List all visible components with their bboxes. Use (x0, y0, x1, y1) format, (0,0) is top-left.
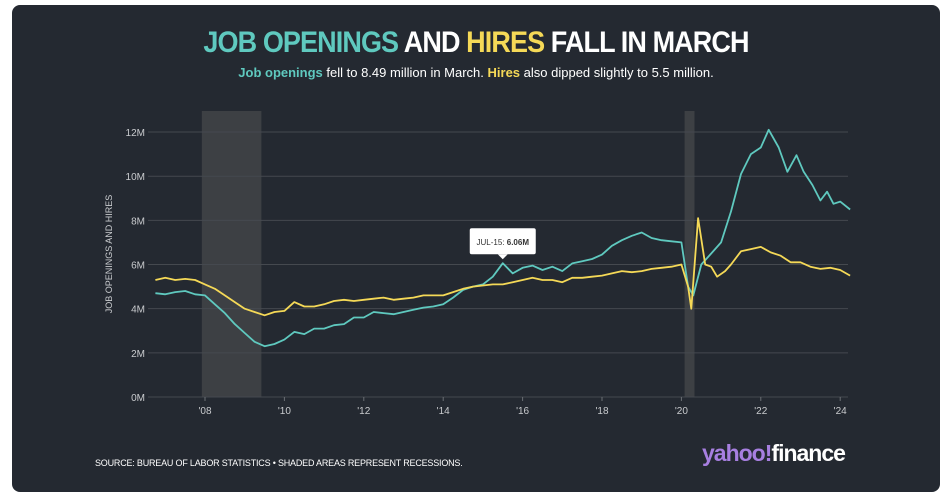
source-note: SOURCE: BUREAU OF LABOR STATISTICS • SHA… (95, 458, 463, 468)
subtitle-text2: also dipped slightly to 5.5 million. (520, 65, 714, 80)
title-and: AND (398, 26, 467, 59)
tooltip-value: 6.06M (507, 238, 530, 247)
subtitle-openings: Job openings (238, 65, 323, 80)
tooltip-date: JUL-15: (477, 238, 507, 247)
chart-title: JOB OPENINGS AND HIRES FALL IN MARCH (48, 26, 905, 60)
x-tick-label: '20 (675, 406, 688, 417)
title-rest: FALL IN MARCH (544, 26, 750, 59)
subtitle-text1: fell to 8.49 million in March. (322, 65, 488, 80)
x-tick-label: '08 (198, 406, 211, 417)
y-tick-label: 10M (126, 172, 145, 183)
x-tick-label: '14 (437, 406, 450, 417)
logo-finance: finance (771, 440, 846, 466)
x-tick-label: '24 (834, 406, 847, 417)
y-axis-label: JOB OPENINGS AND HIRES (104, 195, 114, 314)
y-tick-label: 12M (126, 128, 145, 139)
logo-bang: ! (764, 440, 773, 466)
x-tick-label: '18 (595, 406, 608, 417)
y-tick-label: 2M (131, 349, 145, 360)
chart-subtitle: Job openings fell to 8.49 million in Mar… (0, 65, 952, 80)
y-tick-label: 4M (131, 305, 145, 316)
y-tick-label: 6M (131, 261, 145, 272)
series-line-hires (155, 217, 851, 317)
yahoo-finance-logo: yahoo!finance (702, 440, 846, 467)
x-tick-label: '22 (754, 406, 767, 417)
recession-band (201, 111, 262, 397)
tooltip-pointer (497, 254, 508, 260)
title-hires: HIRES (466, 26, 545, 59)
title-openings: JOB OPENINGS (203, 26, 399, 59)
x-tick-label: '16 (516, 406, 529, 417)
y-tick-label: 8M (131, 216, 145, 227)
y-tick-label: 0M (131, 393, 145, 404)
logo-yahoo: yahoo (702, 440, 766, 466)
recession-band (684, 111, 695, 397)
tooltip-box (469, 228, 536, 255)
x-tick-label: '10 (278, 406, 291, 417)
tooltip-text: JUL-15: 6.06M (477, 238, 530, 247)
subtitle-hires: Hires (487, 65, 521, 80)
series-line-openings (155, 128, 851, 348)
x-tick-label: '12 (357, 406, 370, 417)
